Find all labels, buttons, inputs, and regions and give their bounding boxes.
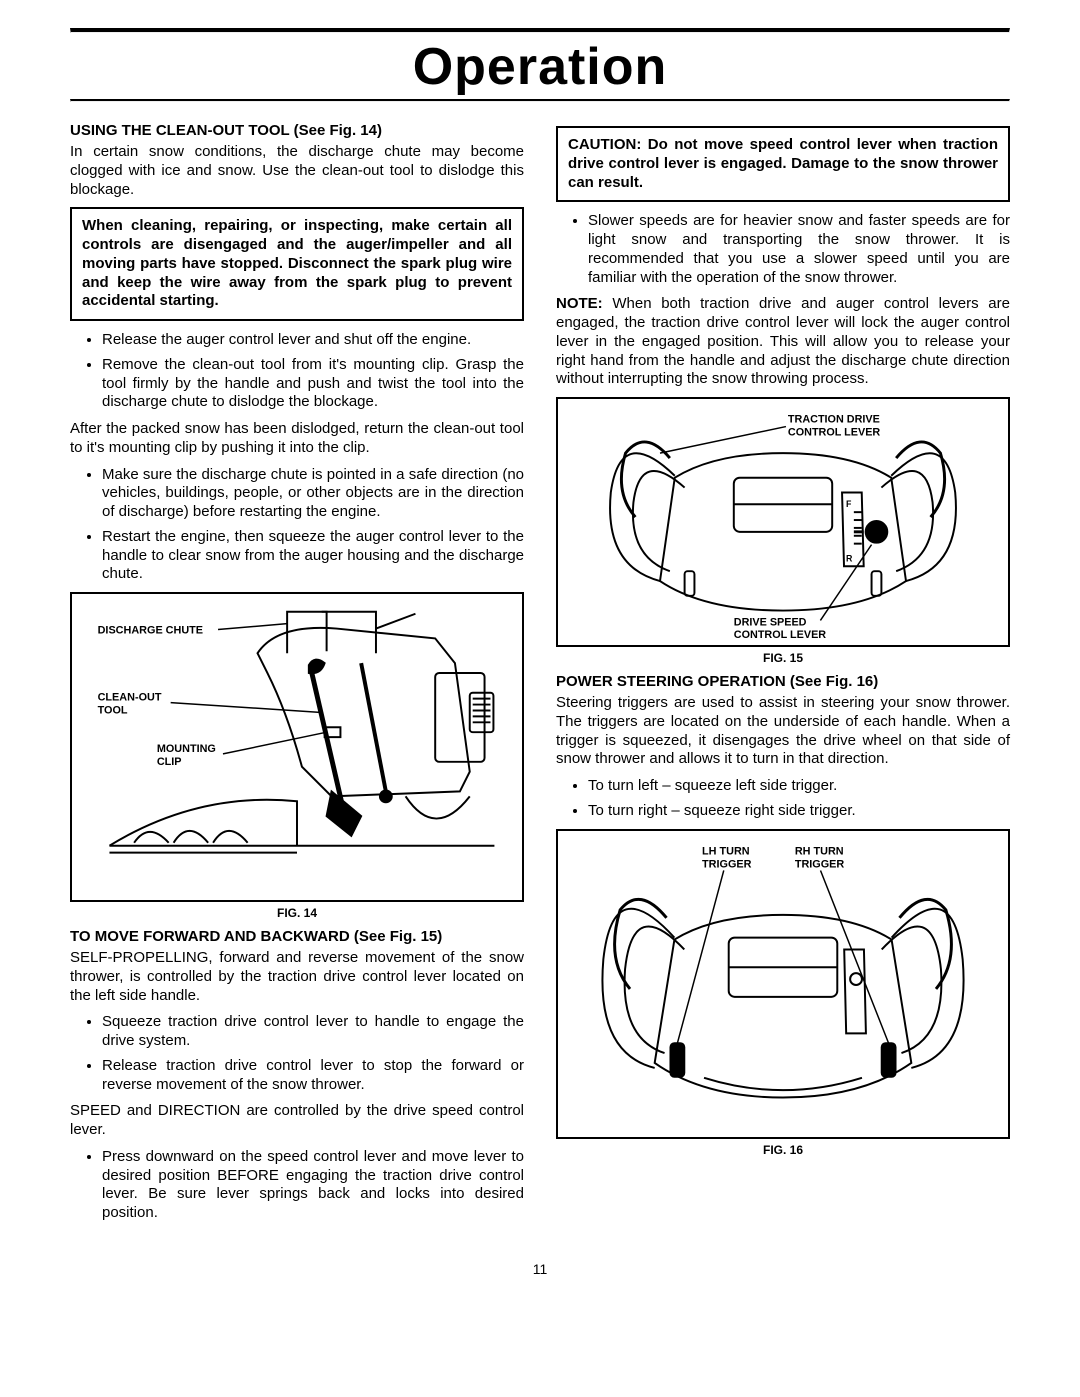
fig-label: LH TURN [702,845,750,857]
bullet-list: Squeeze traction drive control lever to … [70,1013,524,1094]
fig-label: TRIGGER [702,858,752,870]
fig-label: DRIVE SPEED [734,616,807,628]
warning-box: When cleaning, repairing, or inspecting,… [70,207,524,321]
bullet-list: To turn left – squeeze left side trigger… [556,777,1010,821]
note-lead: NOTE: [556,295,603,312]
section-heading: POWER STEERING OPERATION (See Fig. 16) [556,673,1010,690]
svg-text:F: F [846,499,852,509]
bullet-item: Remove the clean-out tool from it's moun… [102,356,524,412]
bullet-item: Make sure the discharge chute is pointed… [102,466,524,522]
fig-label: MOUNTING [157,743,216,755]
page: Operation USING THE CLEAN-OUT TOOL (See … [0,0,1080,1297]
fig-label: CLIP [157,756,182,768]
page-number: 11 [70,1261,1010,1277]
figure-16-box: LH TURN TRIGGER RH TURN TRIGGER [556,829,1010,1139]
fig-label: TRACTION DRIVE [788,414,880,426]
paragraph: SELF-PROPELLING, forward and reverse mov… [70,949,524,1005]
bullet-item: Release the auger control lever and shut… [102,331,524,350]
bullet-item: Release traction drive control lever to … [102,1057,524,1095]
two-column-layout: USING THE CLEAN-OUT TOOL (See Fig. 14) I… [70,118,1010,1231]
fig-label: CONTROL LEVER [734,629,827,641]
bullet-item: To turn left – squeeze left side trigger… [588,777,1010,796]
figure-16-svg: LH TURN TRIGGER RH TURN TRIGGER [558,831,1008,1137]
bullet-item: Squeeze traction drive control lever to … [102,1013,524,1051]
figure-14-box: DISCHARGE CHUTE CLEAN-OUT TOOL MOUNTING … [70,592,524,902]
fig-label: CONTROL LEVER [788,426,881,438]
figure-15-svg: F R TRACTION DRIVE CONTROL LE [558,399,1008,645]
paragraph: After the packed snow has been dislodged… [70,420,524,458]
fig-label: TOOL [98,704,128,716]
page-title: Operation [70,37,1010,97]
fig-label: RH TURN [795,845,844,857]
fig-label: DISCHARGE CHUTE [98,624,203,636]
title-underline [70,99,1010,102]
figure-caption: FIG. 16 [556,1143,1010,1157]
left-column: USING THE CLEAN-OUT TOOL (See Fig. 14) I… [70,118,524,1231]
bullet-item: Slower speeds are for heavier snow and f… [588,212,1010,287]
paragraph: SPEED and DIRECTION are controlled by th… [70,1102,524,1140]
bullet-item: To turn right – squeeze right side trigg… [588,802,1010,821]
section-heading: USING THE CLEAN-OUT TOOL (See Fig. 14) [70,122,524,139]
right-column: CAUTION: Do not move speed control lever… [556,118,1010,1231]
note-text: When both traction drive and auger contr… [556,295,1010,387]
bullet-list: Make sure the discharge chute is pointed… [70,466,524,585]
bullet-list: Release the auger control lever and shut… [70,331,524,412]
figure-14-svg: DISCHARGE CHUTE CLEAN-OUT TOOL MOUNTING … [72,594,522,900]
caution-box: CAUTION: Do not move speed control lever… [556,126,1010,202]
svg-text:R: R [846,553,853,563]
fig-label: CLEAN-OUT [98,692,162,704]
figure-caption: FIG. 15 [556,651,1010,665]
figure-15-box: F R TRACTION DRIVE CONTROL LE [556,397,1010,647]
bullet-item: Restart the engine, then squeeze the aug… [102,528,524,584]
fig-label: TRIGGER [795,858,845,870]
top-rule [70,28,1010,33]
bullet-list: Slower speeds are for heavier snow and f… [556,212,1010,287]
paragraph: Steering triggers are used to assist in … [556,694,1010,769]
bullet-item: Press downward on the speed control leve… [102,1148,524,1223]
note-paragraph: NOTE: When both traction drive and auger… [556,295,1010,389]
section-heading: TO MOVE FORWARD AND BACKWARD (See Fig. 1… [70,928,524,945]
bullet-list: Press downward on the speed control leve… [70,1148,524,1223]
paragraph: In certain snow conditions, the discharg… [70,143,524,199]
figure-caption: FIG. 14 [70,906,524,920]
